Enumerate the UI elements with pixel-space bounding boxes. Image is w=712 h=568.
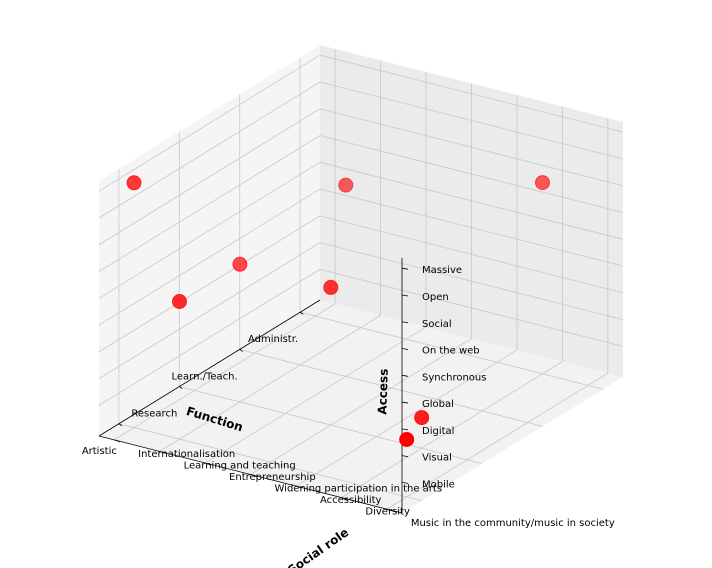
z-tick [401, 294, 409, 297]
z-tick-label: On the web [422, 346, 480, 357]
grid-line-y [159, 315, 381, 452]
z-tick [401, 428, 409, 431]
y-tick-label: Entrepreneurship [229, 472, 316, 483]
z-tick-label: Synchronous [422, 372, 486, 383]
data-point [126, 175, 142, 191]
x-axis-line [98, 299, 321, 437]
grid-line-z [98, 269, 321, 406]
data-points [126, 175, 550, 447]
x-tick [179, 386, 183, 389]
grid-line-z [319, 269, 624, 347]
grid-line-y [204, 326, 427, 464]
grid-line-z [319, 108, 624, 187]
z-axis-label: Access [375, 368, 391, 414]
grid-line-z [319, 161, 624, 240]
grid-line-y [250, 338, 472, 475]
data-point [399, 432, 415, 447]
z-tick [401, 348, 409, 350]
y-tick [159, 451, 166, 454]
z-tick-label: Visual [422, 453, 452, 464]
y-tick [386, 508, 393, 512]
grid-line-z [319, 188, 624, 267]
data-point [535, 175, 550, 191]
data-point [414, 410, 430, 426]
data-point [232, 256, 248, 272]
x-tick-label: Learn./Teach. [172, 371, 238, 382]
y-tick [204, 462, 212, 466]
y-tick [114, 439, 121, 443]
y-tick-label: Accessibility [320, 495, 382, 506]
z-tick [401, 374, 409, 377]
z-tick-label: Massive [422, 265, 462, 276]
y-tick-label: Diversity [365, 507, 410, 518]
grid-line-z [319, 135, 624, 213]
z-tick-label: Digital [422, 426, 454, 437]
z-tick-label: Global [422, 399, 454, 410]
grid-line-z [98, 215, 321, 353]
z-tick-label: Social [422, 319, 452, 330]
x-tick [239, 349, 243, 352]
data-point [338, 177, 354, 193]
x-tick-label: Artistic [82, 446, 117, 457]
x-tick-label: Administr. [248, 334, 298, 345]
grid-line-z [98, 81, 321, 219]
y-tick [341, 497, 348, 500]
y-tick [250, 474, 257, 477]
grid-line-y [295, 349, 518, 487]
z-tick [401, 482, 409, 484]
y-tick [295, 485, 303, 489]
grid-line-z [319, 242, 624, 321]
grid-line-z [319, 81, 624, 160]
x-tick [118, 423, 123, 427]
y-tick-label: Music in the community/music in society [411, 518, 615, 529]
grid-lines [98, 48, 624, 510]
grid-line-z [98, 54, 321, 192]
grid-line-y [113, 303, 336, 441]
grid-line-y [341, 361, 563, 498]
y-tick-label: Learning and teaching [184, 460, 296, 471]
grid-line-z [319, 54, 624, 133]
z-tick [401, 321, 409, 324]
grid-line-z [98, 188, 321, 326]
tick-labels: Administr. Learn./Teach. Research Artistic M… [82, 265, 615, 529]
y-axis-label: Social role [285, 525, 351, 568]
z-tick [401, 401, 409, 404]
z-tick-label: Mobile [422, 479, 455, 490]
x-tick-label: Research [131, 409, 177, 420]
y-tick-label: Internationalisation [138, 449, 235, 460]
y-tick-label: Widening participation in the arts [275, 484, 443, 495]
data-point [323, 279, 339, 295]
grid-line-z [98, 242, 321, 379]
grid-line-z [98, 161, 321, 299]
data-point [172, 294, 187, 309]
z-tick-label: Open [422, 292, 449, 303]
axis-panes [99, 45, 623, 513]
grid-line-z [319, 215, 624, 294]
grid-line-z [98, 135, 321, 272]
grid-line-z [98, 108, 321, 246]
z-tick [401, 267, 409, 270]
z-tick [401, 455, 409, 458]
grid-line-y [386, 372, 609, 510]
x-tick [299, 311, 304, 315]
